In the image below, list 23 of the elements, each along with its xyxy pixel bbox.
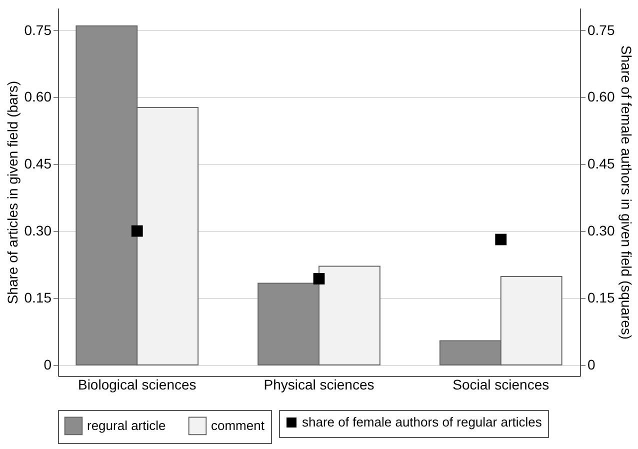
y2-axis-title: Share of female authors in given field (squares) (618, 45, 635, 340)
point (313, 273, 325, 284)
x-tick-label: Biological sciences (78, 376, 196, 392)
y-tick-label: 0.75 (24, 22, 52, 38)
y2-tick-label: 0 (588, 356, 596, 372)
x-tick-label: Social sciences (452, 376, 550, 392)
y-axis-title: Share of articles in given field (bars) (4, 80, 20, 304)
y2-tick-label: 0.60 (588, 88, 615, 105)
y-tick-label: 0.30 (24, 222, 52, 239)
point (495, 234, 507, 246)
y-tick-label: 0.45 (24, 156, 52, 172)
y2-tick-label: 0.75 (588, 22, 615, 38)
y2-tick-label: 0.30 (588, 222, 615, 239)
x-tick-label: Physical sciences (264, 376, 374, 392)
y-tick-label: 0.60 (24, 88, 52, 105)
legend-label: comment (211, 418, 265, 433)
y-tick-label: 0.15 (24, 289, 52, 306)
y2-tick-label: 0.45 (588, 156, 615, 172)
legend-label: regural article (87, 418, 166, 433)
point (131, 225, 143, 237)
y-tick-label: 0 (44, 356, 52, 372)
y2-tick-label: 0.15 (588, 289, 615, 306)
legend-label: share of female authors of regular articles (302, 414, 542, 430)
